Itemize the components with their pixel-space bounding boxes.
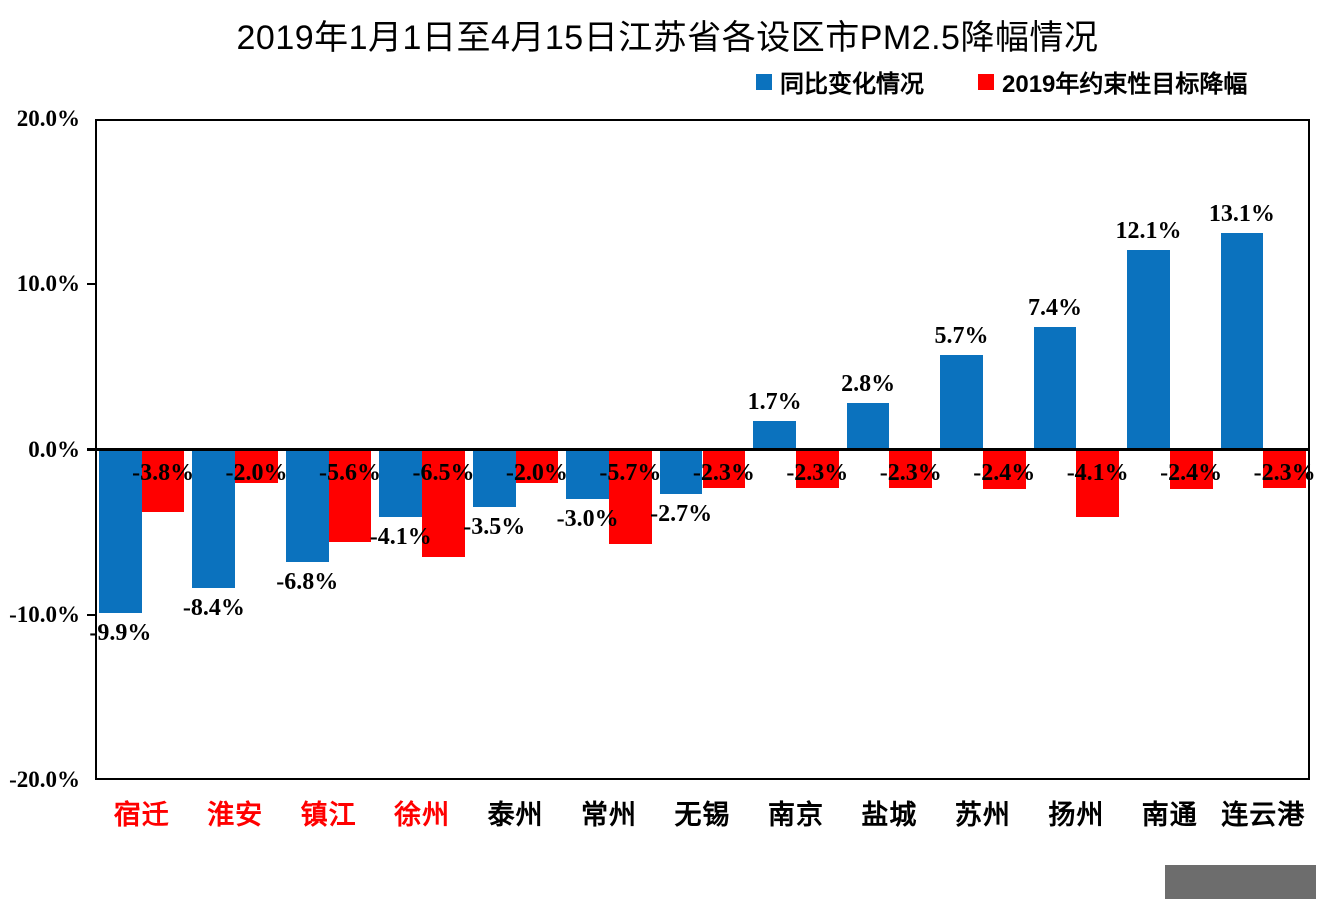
bar-series-1 bbox=[1169, 449, 1213, 490]
bar-series-1 bbox=[1263, 449, 1306, 488]
data-label-series-0: -9.9% bbox=[89, 620, 152, 647]
data-label-series-1: -3.8% bbox=[132, 459, 195, 486]
x-axis-label: 盐城 bbox=[861, 800, 918, 830]
data-label-series-0: -6.8% bbox=[276, 568, 339, 595]
y-axis-tick-label: -10.0% bbox=[9, 601, 80, 627]
y-axis-tick-label: 20.0% bbox=[16, 106, 80, 131]
x-axis-label: 镇江 bbox=[300, 800, 357, 830]
bar-series-1 bbox=[982, 449, 1026, 490]
bar-series-0 bbox=[472, 449, 516, 508]
data-label-series-1: -2.4% bbox=[973, 459, 1036, 486]
x-axis-label: 连云港 bbox=[1221, 800, 1306, 830]
data-label-series-0: -4.1% bbox=[369, 524, 432, 551]
x-axis-label: 南京 bbox=[767, 800, 824, 830]
legend-item-0: 同比变化情况 bbox=[756, 64, 924, 99]
bar-series-0 bbox=[940, 355, 983, 450]
bar-series-0 bbox=[566, 449, 610, 500]
bar-series-0 bbox=[1220, 233, 1264, 450]
zero-axis-line bbox=[87, 448, 1310, 451]
bar-series-1 bbox=[141, 449, 185, 513]
data-label-series-0: -3.0% bbox=[556, 506, 619, 533]
y-axis-tick-mark bbox=[87, 283, 95, 286]
bar-series-0 bbox=[1033, 327, 1077, 450]
data-label-series-0: 7.4% bbox=[1027, 295, 1082, 322]
y-axis-tick-label: 10.0% bbox=[16, 271, 80, 297]
data-label-series-1: -5.6% bbox=[319, 459, 381, 486]
legend-swatch-icon bbox=[756, 73, 772, 90]
data-label-series-1: -2.0% bbox=[225, 459, 288, 486]
bar-series-1 bbox=[609, 449, 652, 544]
data-label-series-1: -2.3% bbox=[1253, 459, 1316, 486]
data-label-series-1: -2.4% bbox=[1160, 459, 1223, 486]
x-axis-label: 苏州 bbox=[954, 800, 1011, 830]
data-label-series-0: 1.7% bbox=[747, 389, 802, 416]
data-label-series-0: 12.1% bbox=[1115, 217, 1182, 244]
data-label-series-0: -3.5% bbox=[463, 514, 526, 541]
legend-swatch-icon bbox=[978, 73, 994, 90]
data-label-series-1: -4.1% bbox=[1066, 459, 1129, 486]
data-label-series-1: -2.3% bbox=[786, 459, 849, 486]
bar-series-1 bbox=[795, 449, 839, 488]
x-axis-label: 南通 bbox=[1141, 800, 1198, 830]
data-label-series-0: -8.4% bbox=[182, 595, 245, 622]
data-label-series-0: 13.1% bbox=[1208, 201, 1275, 228]
bar-series-1 bbox=[702, 449, 746, 488]
legend-item-1: 2019年约束性目标降幅 bbox=[978, 64, 1247, 99]
chart-title: 2019年1月1日至4月15日江苏省各设区市PM2.5降幅情况 bbox=[236, 19, 1099, 57]
bar-series-1 bbox=[235, 449, 278, 483]
bar-series-1 bbox=[328, 449, 372, 543]
x-axis-label: 徐州 bbox=[394, 800, 451, 830]
bar-series-0 bbox=[1127, 249, 1170, 450]
data-label-series-0: 2.8% bbox=[841, 371, 896, 398]
bar-series-1 bbox=[889, 449, 933, 488]
x-axis-label: 常州 bbox=[581, 800, 638, 830]
data-label-series-1: -2.3% bbox=[692, 459, 755, 486]
data-label-series-0: 5.7% bbox=[934, 323, 989, 350]
bar-series-0 bbox=[285, 449, 329, 562]
bar-series-0 bbox=[99, 449, 142, 614]
y-axis-tick-label: -20.0% bbox=[9, 767, 80, 792]
data-label-series-0: -2.7% bbox=[650, 501, 713, 528]
bar-series-0 bbox=[379, 449, 423, 518]
bar-series-0 bbox=[846, 403, 890, 450]
watermark-cover bbox=[1165, 865, 1316, 899]
legend-item-label: 同比变化情况 bbox=[780, 71, 924, 98]
bar-series-0 bbox=[659, 449, 703, 495]
x-axis-label: 扬州 bbox=[1048, 800, 1105, 830]
x-axis-label: 淮安 bbox=[207, 800, 264, 830]
y-axis-tick-mark bbox=[87, 613, 95, 616]
y-axis-tick-label: 0.0% bbox=[28, 436, 80, 462]
x-axis-label: 宿迁 bbox=[113, 800, 170, 830]
x-axis-label: 泰州 bbox=[487, 800, 544, 830]
bar-series-0 bbox=[753, 421, 796, 450]
legend-item-label: 2019年约束性目标降幅 bbox=[1002, 71, 1248, 98]
bar-series-1 bbox=[515, 449, 559, 483]
x-axis-label: 无锡 bbox=[674, 800, 731, 830]
bar-series-1 bbox=[1076, 449, 1120, 518]
bar-series-0 bbox=[192, 449, 236, 589]
chart-legend: 同比变化情况 2019年约束性目标降幅 bbox=[756, 64, 1247, 99]
data-label-series-1: -2.0% bbox=[505, 459, 568, 486]
data-label-series-1: -5.7% bbox=[599, 459, 662, 486]
data-label-series-1: -2.3% bbox=[879, 459, 942, 486]
data-label-series-1: -6.5% bbox=[412, 459, 475, 486]
bar-series-1 bbox=[422, 449, 465, 557]
